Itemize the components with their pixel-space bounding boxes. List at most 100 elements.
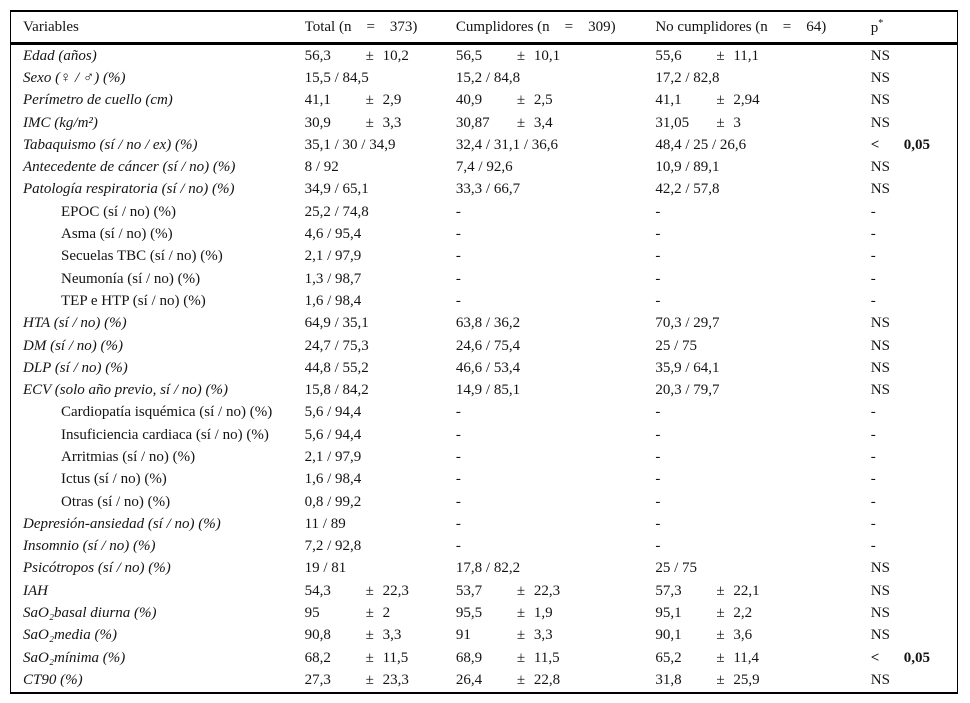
row-label: CT90 (%) xyxy=(23,671,83,688)
cell-p-value: - xyxy=(870,471,876,488)
plus-minus: ± xyxy=(516,47,526,64)
table-row: SaO₂basal diurna (%) 95 ±2 95,5 ±1,9 95,1 ±2,2… xyxy=(11,602,957,624)
cell-no-cumplidores: 20,3 / 79,7 xyxy=(655,382,720,399)
column-header-total: Total (n = 373) xyxy=(304,12,456,45)
column-header-p: p* xyxy=(870,12,957,45)
plus-minus: ± xyxy=(516,114,526,131)
cell-no-cumplidores: 90,1 ±3,6 xyxy=(655,627,753,644)
row-label: Edad (años) xyxy=(23,47,97,64)
cell-cumplidores: - xyxy=(455,203,461,220)
cell-cumplidores: - xyxy=(455,404,461,421)
table-row: Sexo (♀ / ♂) (%) 15,5 / 84,5 15,2 / 84,8 17… xyxy=(11,67,957,89)
cell-p-value: - xyxy=(870,426,876,443)
cell-no-cumplidores: 55,6 ±11,1 xyxy=(655,47,760,64)
table-row: Asma (sí / no) (%) 4,6 / 95,4 - - - xyxy=(11,223,957,245)
row-label: Psicótropos (sí / no) (%) xyxy=(23,560,171,577)
cell-p-value: - xyxy=(870,538,876,555)
row-label: Arritmias (sí / no) (%) xyxy=(61,448,196,465)
plus-minus: ± xyxy=(716,671,725,688)
row-label: Ictus (sí / no) (%) xyxy=(61,471,167,488)
cell-no-cumplidores: 95,1 ±2,2 xyxy=(655,605,753,622)
cell-no-cumplidores: 70,3 / 29,7 xyxy=(655,315,720,332)
cell-p-value: - xyxy=(870,448,876,465)
plus-minus: ± xyxy=(516,582,526,599)
header-row: Variables Total (n = 373) Cumplidores (n… xyxy=(11,12,957,45)
cell-cumplidores: 91 ±3,3 xyxy=(455,627,553,644)
cell-cumplidores: 53,7 ±22,3 xyxy=(455,582,561,599)
cell-p-value: NS xyxy=(870,315,890,332)
cell-p-value: NS xyxy=(870,582,890,599)
table-row: Ictus (sí / no) (%) 1,6 / 98,4 - - - xyxy=(11,469,957,491)
plus-minus: ± xyxy=(365,47,374,64)
row-label: Sexo (♀ / ♂) (%) xyxy=(23,69,126,86)
table-row: Psicótropos (sí / no) (%) 19 / 81 17,8 / 8… xyxy=(11,558,957,580)
cell-cumplidores: 7,4 / 92,6 xyxy=(455,159,513,176)
table-row: Patología respiratoria (sí / no) (%) 34,9… xyxy=(11,179,957,201)
cell-total: 95 ±2 xyxy=(304,605,391,622)
plus-minus: ± xyxy=(365,92,374,109)
cell-p-value: NS xyxy=(870,92,890,109)
cell-no-cumplidores: 10,9 / 89,1 xyxy=(655,159,720,176)
cell-total: 7,2 / 92,8 xyxy=(304,538,362,555)
cell-no-cumplidores: - xyxy=(655,426,661,443)
row-label: Patología respiratoria (sí / no) (%) xyxy=(23,181,235,198)
cell-total: 2,1 / 97,9 xyxy=(304,248,362,265)
plus-minus: ± xyxy=(365,582,374,599)
table-row: Insomnio (sí / no) (%) 7,2 / 92,8 - - - xyxy=(11,536,957,558)
table-row: CT90 (%) 27,3 ±23,3 26,4 ±22,8 31,8 ±25,9 NS xyxy=(11,669,957,691)
cell-cumplidores: - xyxy=(455,292,461,309)
plus-minus: ± xyxy=(716,582,725,599)
cell-cumplidores: 56,5 ±10,1 xyxy=(455,47,561,64)
cell-cumplidores: 15,2 / 84,8 xyxy=(455,69,521,86)
row-label: Depresión-ansiedad (sí / no) (%) xyxy=(23,515,221,532)
clinical-variables-table-frame: Variables Total (n = 373) Cumplidores (n… xyxy=(10,10,958,694)
plus-minus: ± xyxy=(516,92,526,109)
cell-cumplidores: 30,87 ±3,4 xyxy=(455,114,553,131)
row-label: Secuelas TBC (sí / no) (%) xyxy=(61,248,223,265)
cell-no-cumplidores: - xyxy=(655,493,661,510)
row-label: HTA (sí / no) (%) xyxy=(23,315,127,332)
cell-p-value: NS xyxy=(870,47,890,64)
cell-total: 90,8 ±3,3 xyxy=(304,627,402,644)
cell-p-value: NS xyxy=(870,114,890,131)
table-row: HTA (sí / no) (%) 64,9 / 35,1 63,8 / 36,2 7… xyxy=(11,313,957,335)
cell-cumplidores: - xyxy=(455,515,461,532)
cell-total: 0,8 / 99,2 xyxy=(304,493,362,510)
column-header-cumplidores: Cumplidores (n = 309) xyxy=(455,12,656,45)
cell-cumplidores: 68,9 ±11,5 xyxy=(455,649,560,666)
plus-minus: ± xyxy=(716,92,725,109)
plus-minus: ± xyxy=(716,627,725,644)
cell-p-value: NS xyxy=(870,337,890,354)
cell-no-cumplidores: - xyxy=(655,226,661,243)
cell-p-value: - xyxy=(870,226,876,243)
cell-total: 56,3 ±10,2 xyxy=(304,47,409,64)
table-row: ECV (solo año previo, sí / no) (%) 15,8 /… xyxy=(11,379,957,401)
row-label: Antecedente de cáncer (sí / no) (%) xyxy=(23,159,236,176)
cell-p-value: - xyxy=(870,292,876,309)
cell-no-cumplidores: - xyxy=(655,248,661,265)
cell-p-value: NS xyxy=(870,181,890,198)
row-label: SaO₂mínima (%) xyxy=(23,649,126,666)
column-header-variables: Variables xyxy=(11,12,305,45)
table-row: Arritmias (sí / no) (%) 2,1 / 97,9 - - - xyxy=(11,446,957,468)
cell-total: 68,2 ±11,5 xyxy=(304,649,409,666)
table-row: DLP (sí / no) (%) 44,8 / 55,2 46,6 / 53,4 3… xyxy=(11,357,957,379)
cell-p-value: - xyxy=(870,515,876,532)
cell-cumplidores: 33,3 / 66,7 xyxy=(455,181,521,198)
table-row: IAH 54,3 ±22,3 53,7 ±22,3 57,3 ±22,1 NS xyxy=(11,580,957,602)
table-row: Secuelas TBC (sí / no) (%) 2,1 / 97,9 - - - xyxy=(11,246,957,268)
table-row: EPOC (sí / no) (%) 25,2 / 74,8 - - - xyxy=(11,201,957,223)
plus-minus: ± xyxy=(365,649,374,666)
cell-p-value: - xyxy=(870,493,876,510)
cell-no-cumplidores: - xyxy=(655,203,661,220)
cell-total: 41,1 ±2,9 xyxy=(304,92,402,109)
row-label: Asma (sí / no) (%) xyxy=(61,226,173,243)
cell-p-value: NS xyxy=(870,159,890,176)
p-asterisk: * xyxy=(878,17,884,29)
plus-minus: ± xyxy=(365,627,374,644)
cell-p-value: - xyxy=(870,203,876,220)
row-label: Tabaquismo (sí / no / ex) (%) xyxy=(23,136,198,153)
plus-minus: ± xyxy=(365,671,374,688)
cell-total: 1,6 / 98,4 xyxy=(304,471,362,488)
cell-p-value: - xyxy=(870,270,876,287)
